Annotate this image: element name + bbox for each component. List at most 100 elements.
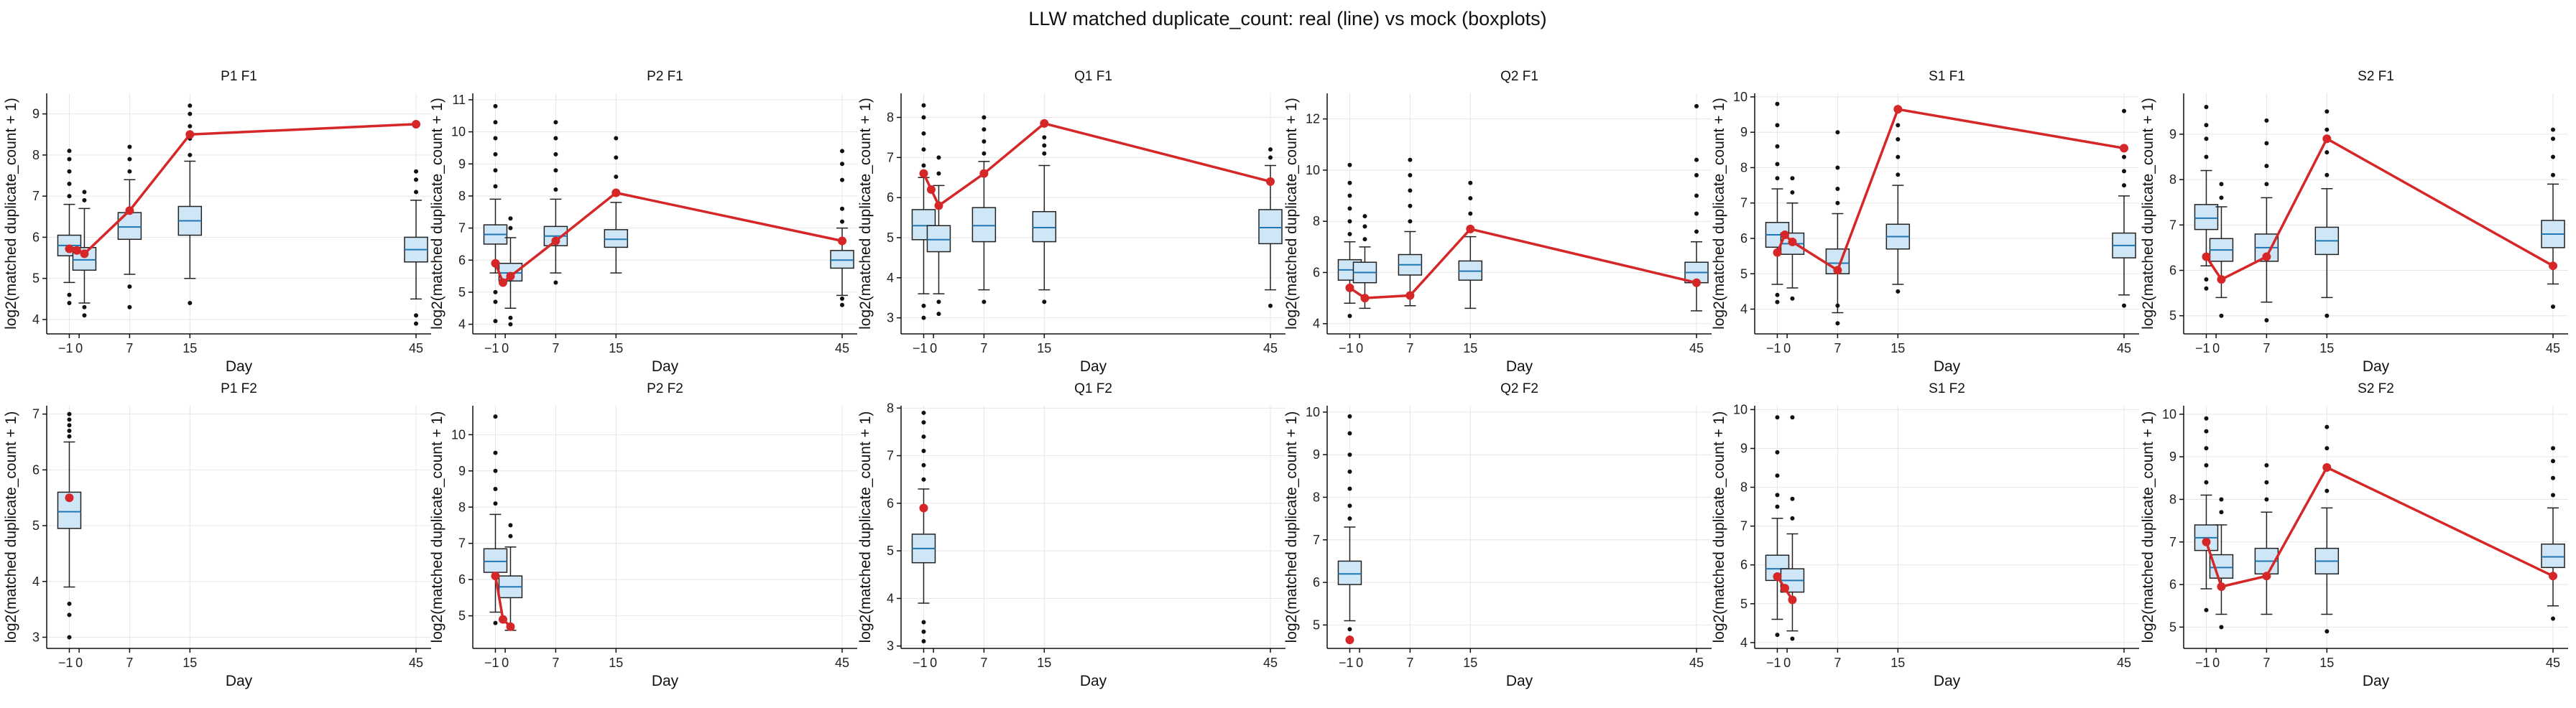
outlier-point [2122,183,2127,188]
outlier-point [2219,497,2224,502]
outlier-point [553,168,558,173]
xtick-label: 0 [502,656,509,670]
outlier-point [553,152,558,157]
outlier-point [67,157,72,162]
outlier-point [493,319,498,324]
panel-q2-f1: 4 6 8 10 12 −1 0 7 15 45 Q2 F1 Day log2(matched dupl… [1283,69,1712,375]
outlier-point [414,190,419,195]
boxplot [830,149,854,307]
ytick-label: 10 [451,427,466,442]
outlier-point [1896,123,1901,128]
ytick-label: 5 [458,285,466,299]
outlier-point [921,315,926,320]
xtick-label: −1 [484,341,499,355]
xtick-label: 0 [2212,656,2220,670]
xtick-label: −1 [58,656,73,670]
outlier-point [840,302,845,307]
outlier-point [67,301,72,306]
ytick-label: 6 [1313,575,1320,590]
outlier-point [1775,493,1780,498]
outlier-point [921,420,926,425]
xtick-label: −1 [913,341,928,355]
outlier-point [1408,173,1413,178]
outlier-point [2204,607,2209,612]
boxplot [971,115,997,304]
xtick-label: 15 [1463,341,1477,355]
xtick-label: 15 [1037,341,1051,355]
boxplot [2541,127,2565,309]
real-point [65,244,74,253]
boxplot [2112,108,2136,308]
ytick-label: 8 [1313,490,1320,504]
ytick-label: 4 [1313,317,1320,331]
box-iqr [604,229,629,248]
real-point [1893,105,1903,114]
real-point [1345,635,1354,645]
ytick-label: 8 [2169,492,2176,506]
ytick-label: 6 [1740,231,1748,246]
ytick-label: 7 [2169,218,2176,232]
xtick-label: 7 [552,656,559,670]
boxplot [404,169,428,326]
ytick-label: 9 [458,464,466,478]
outlier-point [82,197,87,202]
real-point [926,185,936,194]
outlier-point [493,487,498,492]
ytick-label: 5 [1313,618,1320,632]
ytick-label: 4 [32,312,40,327]
xtick-label: 45 [409,656,423,670]
xtick-label: −1 [1766,341,1781,355]
outlier-point [508,523,513,528]
outlier-point [2204,154,2209,159]
outlier-point [67,423,72,428]
outlier-point [1468,211,1473,216]
outlier-point [921,434,926,439]
real-point [551,236,560,246]
real-point [72,246,81,255]
x-axis-label: Day [652,358,679,375]
outlier-point [1347,516,1352,521]
outlier-point [921,477,926,482]
ytick-label: 7 [2169,535,2176,549]
outlier-point [1896,137,1901,142]
outlier-point [493,620,498,625]
xtick-label: 0 [1356,341,1363,355]
outlier-point [67,635,72,640]
ytick-label: 10 [1733,90,1748,104]
x-axis-label: Day [2363,358,2390,375]
y-axis-label: log2(matched duplicate_count + 1) [1283,98,1300,330]
outlier-point [493,289,498,294]
outlier-point [1268,155,1273,160]
outlier-point [493,136,498,141]
y-axis-label: log2(matched duplicate_count + 1) [1711,411,1727,643]
outlier-point [67,292,72,297]
outlier-point [921,462,926,467]
outlier-point [2204,277,2209,282]
outlier-point [840,206,845,211]
outlier-point [2219,182,2224,187]
real-point [2202,537,2211,546]
outlier-point [1835,165,1840,170]
boxplot [1352,214,1377,309]
outlier-point [2325,127,2330,132]
outlier-point [1775,176,1780,181]
outlier-point [982,139,987,144]
ytick-label: 3 [887,639,894,653]
boxplot [1885,123,1911,294]
outlier-point [936,155,941,160]
outlier-point [921,163,926,168]
panel-p2-f2: 5 6 7 8 9 10 −1 0 7 15 45 P2 F2 Day log2(matched dupl… [429,381,857,689]
outlier-point [67,149,72,154]
outlier-point [414,177,419,182]
xtick-label: 15 [2319,341,2334,355]
boxplot [604,136,629,274]
outlier-point [493,468,498,473]
outlier-point [493,414,498,419]
ytick-label: 10 [451,125,466,139]
